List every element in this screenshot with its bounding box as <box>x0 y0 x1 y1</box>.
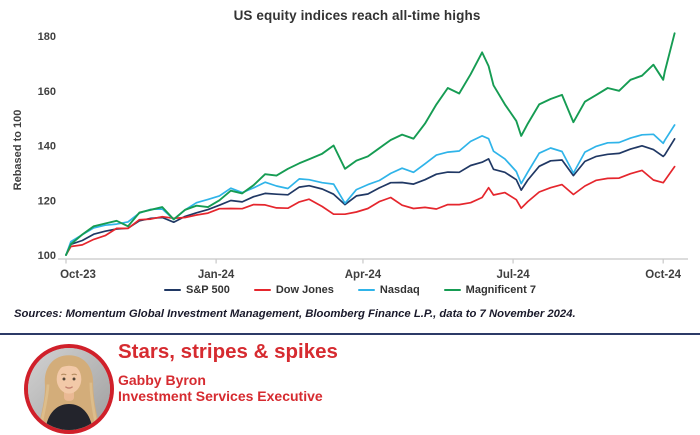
section-divider <box>0 333 700 335</box>
legend-swatch-magnificent-7 <box>443 288 461 292</box>
author-avatar-illustration <box>28 348 110 430</box>
legend-label-s-p-500: S&P 500 <box>186 284 230 296</box>
legend-label-magnificent-7: Magnificent 7 <box>465 284 536 296</box>
article-title: Stars, stripes & spikes <box>118 340 338 363</box>
author-name: Gabby Byron <box>118 372 206 388</box>
y-tick-label: 180 <box>38 31 56 43</box>
y-axis-title: Rebased to 100 <box>12 110 24 191</box>
chart-legend: S&P 500 Dow Jones Nasdaq Magnificent 7 <box>0 284 700 296</box>
legend-swatch-dow-jones <box>253 288 271 292</box>
author-photo <box>24 344 114 434</box>
legend-item-magnificent-7: Magnificent 7 <box>443 284 536 296</box>
legend-item-nasdaq: Nasdaq <box>357 284 420 296</box>
sources-note: Sources: Momentum Global Investment Mana… <box>14 308 576 320</box>
series-line-s-p-500 <box>65 138 676 256</box>
chart-title: US equity indices reach all-time highs <box>233 8 481 23</box>
author-role: Investment Services Executive <box>118 387 323 404</box>
legend-swatch-s-p-500 <box>164 288 182 292</box>
legend-swatch-nasdaq <box>357 288 375 292</box>
x-tick-label: Jan-24 <box>198 269 235 281</box>
x-tick-label: Apr-24 <box>345 269 382 281</box>
series-line-dow-jones <box>65 165 676 256</box>
x-tick-label: Jul-24 <box>496 269 530 281</box>
legend-label-dow-jones: Dow Jones <box>275 284 334 296</box>
y-tick-label: 120 <box>38 195 56 207</box>
y-tick-label: 100 <box>38 250 56 262</box>
x-tick-label: Oct-24 <box>645 269 681 281</box>
legend-item-dow-jones: Dow Jones <box>253 284 334 296</box>
legend-item-s-p-500: S&P 500 <box>164 284 230 296</box>
series-line-magnificent-7 <box>65 32 676 256</box>
y-tick-label: 140 <box>38 141 56 153</box>
line-chart: Oct-23 Jan-24 Apr-24 Jul-24 Oct-24 100 120 140 1… <box>12 31 688 281</box>
y-tick-label: 160 <box>38 86 56 98</box>
x-tick-label: Oct-23 <box>60 269 96 281</box>
series-line-nasdaq <box>65 124 676 256</box>
legend-label-nasdaq: Nasdaq <box>379 284 420 296</box>
